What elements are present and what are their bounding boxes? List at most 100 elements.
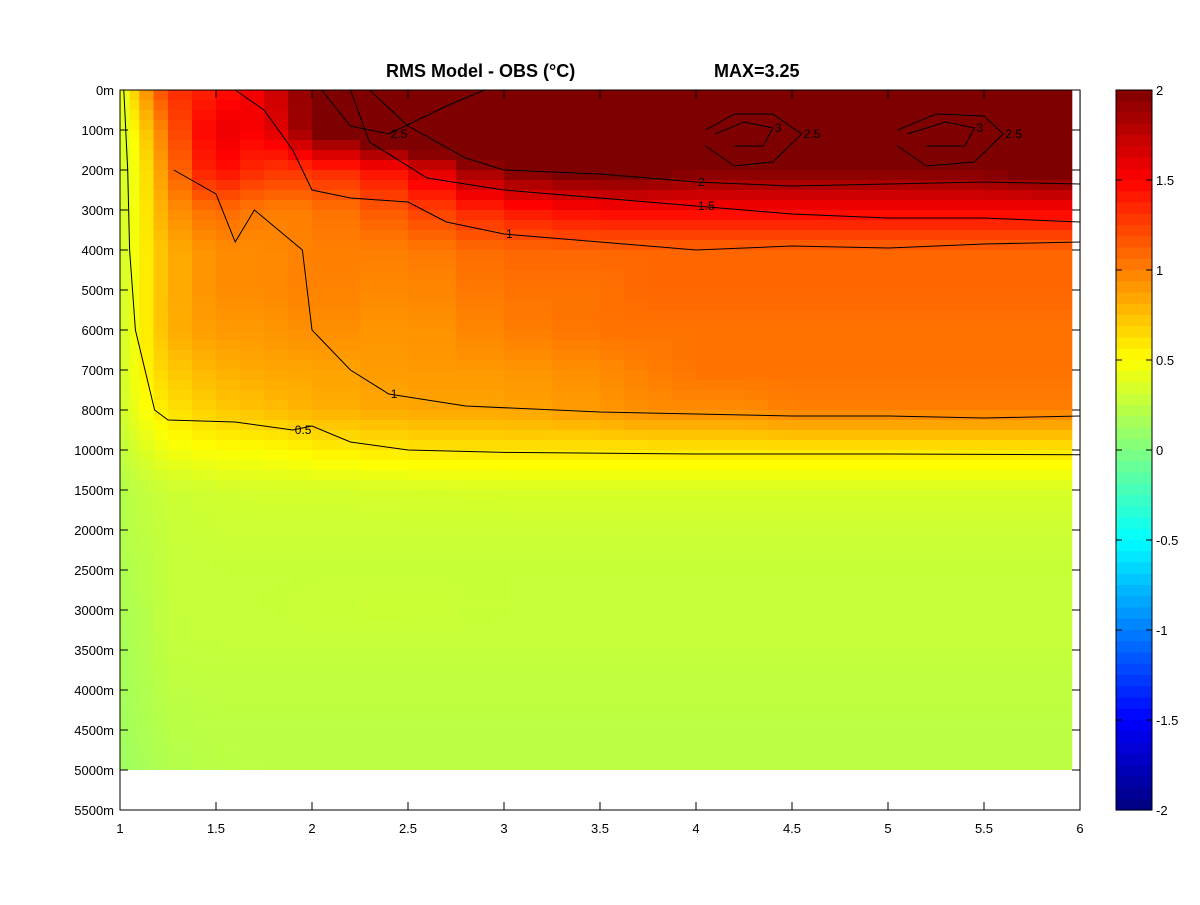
heatmap-cell [888,300,913,311]
heatmap-cell [552,390,601,401]
heatmap-cell [153,200,169,211]
heatmap-cell [624,740,649,751]
heatmap-cell [984,390,1009,401]
heatmap-cell [129,570,140,581]
heatmap-cell [288,90,313,101]
heatmap-cell [408,750,457,761]
heatmap-cell [1032,470,1057,481]
heatmap-cell [864,720,889,731]
heatmap-cell [1008,390,1033,401]
heatmap-cell [1008,600,1033,611]
heatmap-cell [648,650,673,661]
heatmap-cell [408,180,457,191]
heatmap-cell [744,310,769,321]
heatmap-cell [552,110,601,121]
heatmap-cell [168,210,193,221]
heatmap-cell [744,480,769,491]
heatmap-cell [168,520,193,531]
heatmap-cell [672,90,697,101]
heatmap-cell [264,520,289,531]
heatmap-cell [312,680,361,691]
heatmap-cell [768,600,793,611]
heatmap-cell [216,490,241,501]
heatmap-cell [648,440,673,451]
heatmap-cell [192,470,217,481]
heatmap-cell [720,410,745,421]
heatmap-cell [936,190,961,201]
heatmap-cell [129,150,140,161]
heatmap-cell [888,130,913,141]
heatmap-cell [912,680,937,691]
heatmap-cell [888,380,913,391]
heatmap-cell [720,140,745,151]
heatmap-cell [360,710,409,721]
heatmap-cell [312,370,361,381]
heatmap-cell [552,250,601,261]
heatmap-cell [192,530,217,541]
heatmap-cell [696,120,721,131]
heatmap-cell [216,460,241,471]
heatmap-cell [1008,140,1033,151]
heatmap-cell [192,380,217,391]
heatmap-cell [792,210,817,221]
heatmap-cell [744,450,769,461]
heatmap-cell [312,550,361,561]
heatmap-cell [792,630,817,641]
heatmap-cell [744,470,769,481]
heatmap-cell [312,740,361,751]
heatmap-cell [168,260,193,271]
heatmap-cell [816,220,841,231]
heatmap-cell [240,320,265,331]
heatmap-cell [888,240,913,251]
heatmap-cell [360,670,409,681]
heatmap-cell [1056,680,1081,691]
heatmap-cell [624,270,649,281]
heatmap-cell [240,650,265,661]
heatmap-cell [1056,510,1081,521]
heatmap-cell [216,120,241,131]
y-tick-label: 500m [81,283,114,298]
heatmap-cell [960,310,985,321]
colorbar-band [1116,798,1152,811]
heatmap-cell [816,290,841,301]
heatmap-cell [1008,720,1033,731]
heatmap-cell [139,550,155,561]
heatmap-cell [456,570,505,581]
heatmap-cell [1056,200,1081,211]
heatmap-cell [504,170,553,181]
heatmap-cell [672,130,697,141]
heatmap-cell [408,490,457,501]
heatmap-cell [264,670,289,681]
heatmap-cell [720,760,745,771]
heatmap-cell [936,680,961,691]
heatmap-cell [672,610,697,621]
heatmap-cell [552,140,601,151]
heatmap-cell [408,210,457,221]
heatmap-cell [216,530,241,541]
heatmap-cell [139,240,155,251]
heatmap-cell [504,740,553,751]
colorbar-band [1116,135,1152,147]
heatmap-cell [696,290,721,301]
heatmap-cell [120,430,131,441]
heatmap-cell [240,250,265,261]
heatmap-cell [840,690,865,701]
heatmap-cell [1008,280,1033,291]
heatmap-cell [120,440,131,451]
heatmap-cell [1032,120,1057,131]
heatmap-cell [504,550,553,561]
heatmap-cell [456,640,505,651]
heatmap-cell [792,660,817,671]
heatmap-cell [888,190,913,201]
heatmap-cell [984,650,1009,661]
heatmap-cell [1008,500,1033,511]
heatmap-cell [264,400,289,411]
heatmap-cell [552,90,601,101]
heatmap-cell [192,160,217,171]
heatmap-cell [888,680,913,691]
heatmap-cell [840,90,865,101]
heatmap-cell [153,260,169,271]
heatmap-cell [408,570,457,581]
heatmap-cell [792,250,817,261]
heatmap-cell [864,290,889,301]
